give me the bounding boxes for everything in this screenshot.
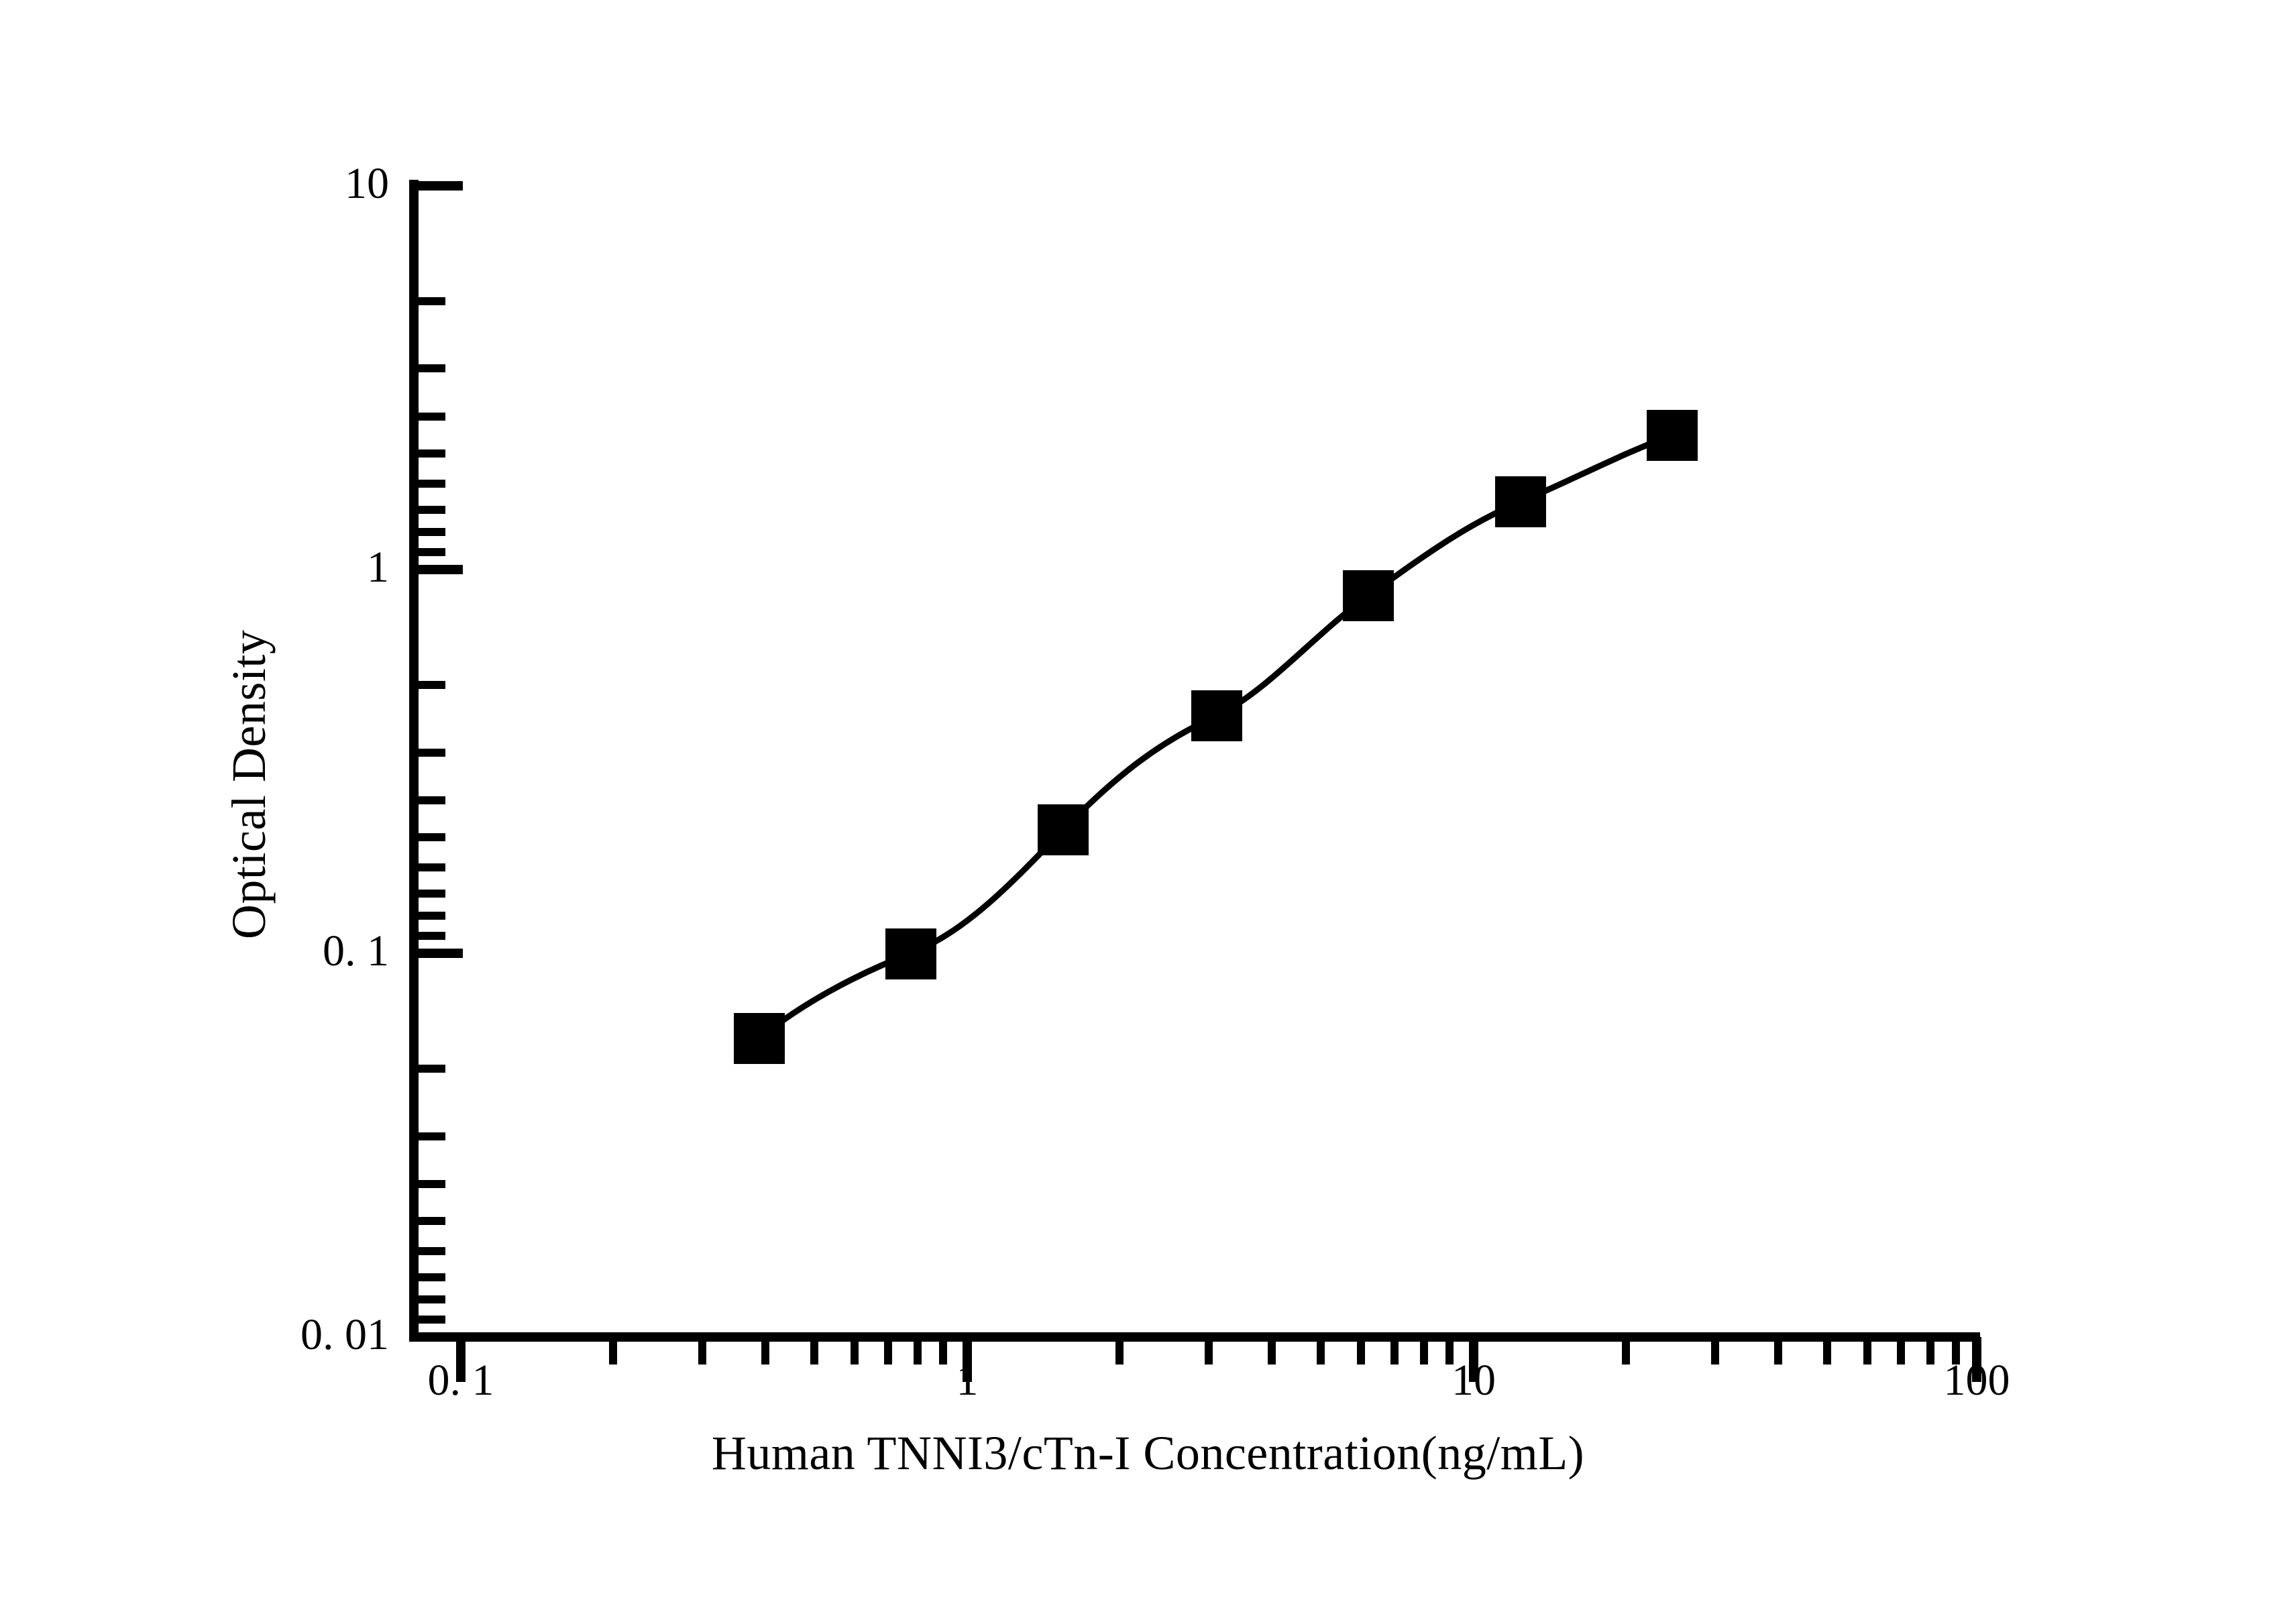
data-point-marker xyxy=(1038,804,1089,855)
y-tick-label-0.01: 0. 01 xyxy=(300,1310,389,1359)
y-tick-label-1: 1 xyxy=(367,543,389,592)
data-point-marker xyxy=(1191,690,1242,741)
x-tick-label-1: 1 xyxy=(956,1356,979,1405)
x-axis-ticks xyxy=(456,1337,1981,1382)
data-point-marker xyxy=(1343,570,1394,621)
data-point-marker xyxy=(1647,410,1698,461)
x-axis-title: Human TNNI3/cTn-I Concentration(ng/mL) xyxy=(711,1426,1585,1480)
data-point-markers xyxy=(734,410,1698,1064)
y-axis-title: Optical Density xyxy=(222,629,276,939)
x-tick-label-0.1: 0. 1 xyxy=(427,1356,494,1405)
y-tick-label-10: 10 xyxy=(345,159,389,208)
y-tick-label-0.1: 0. 1 xyxy=(323,926,389,975)
x-tick-label-100: 100 xyxy=(1943,1356,2010,1405)
data-point-marker xyxy=(1495,476,1546,527)
data-point-marker xyxy=(885,928,936,979)
data-point-marker xyxy=(734,1013,785,1064)
y-axis-ticks xyxy=(414,181,463,1324)
x-tick-label-10: 10 xyxy=(1452,1356,1496,1405)
